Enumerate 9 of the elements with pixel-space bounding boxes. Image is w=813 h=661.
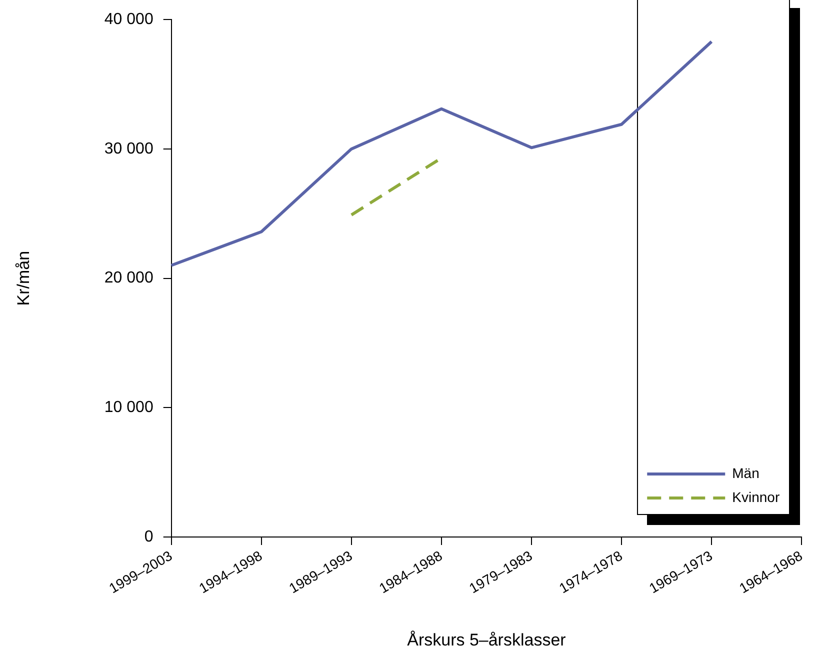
y-tick-label: 10 000 [104, 399, 154, 416]
y-tick-label: 30 000 [104, 140, 154, 158]
x-axis-title: Årskurs 5–årsklasser [407, 630, 566, 650]
y-tick-label: 0 [144, 528, 154, 546]
y-tick-label: 40 000 [104, 11, 154, 28]
y-tick-label: 20 000 [104, 270, 154, 287]
text: Kvinnor [732, 488, 780, 505]
text: Män [732, 464, 760, 481]
y-axis-title: Kr/mån [14, 250, 33, 306]
